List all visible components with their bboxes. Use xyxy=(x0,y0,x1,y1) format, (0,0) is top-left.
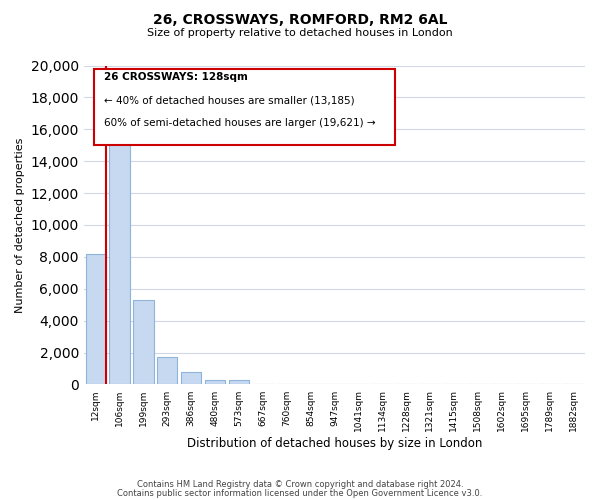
Bar xyxy=(86,254,106,384)
Text: 26, CROSSWAYS, ROMFORD, RM2 6AL: 26, CROSSWAYS, ROMFORD, RM2 6AL xyxy=(153,12,447,26)
Bar xyxy=(133,300,154,384)
Bar xyxy=(157,356,178,384)
Bar xyxy=(229,380,249,384)
Bar xyxy=(109,122,130,384)
X-axis label: Distribution of detached houses by size in London: Distribution of detached houses by size … xyxy=(187,437,482,450)
Bar xyxy=(205,380,225,384)
Text: 60% of semi-detached houses are larger (19,621) →: 60% of semi-detached houses are larger (… xyxy=(104,118,376,128)
Text: Contains HM Land Registry data © Crown copyright and database right 2024.: Contains HM Land Registry data © Crown c… xyxy=(137,480,463,489)
Text: Size of property relative to detached houses in London: Size of property relative to detached ho… xyxy=(147,28,453,38)
Text: ← 40% of detached houses are smaller (13,185): ← 40% of detached houses are smaller (13… xyxy=(104,96,355,106)
Text: 26 CROSSWAYS: 128sqm: 26 CROSSWAYS: 128sqm xyxy=(104,72,248,82)
Bar xyxy=(181,372,202,384)
FancyBboxPatch shape xyxy=(94,68,395,145)
Text: Contains public sector information licensed under the Open Government Licence v3: Contains public sector information licen… xyxy=(118,488,482,498)
Y-axis label: Number of detached properties: Number of detached properties xyxy=(15,138,25,312)
